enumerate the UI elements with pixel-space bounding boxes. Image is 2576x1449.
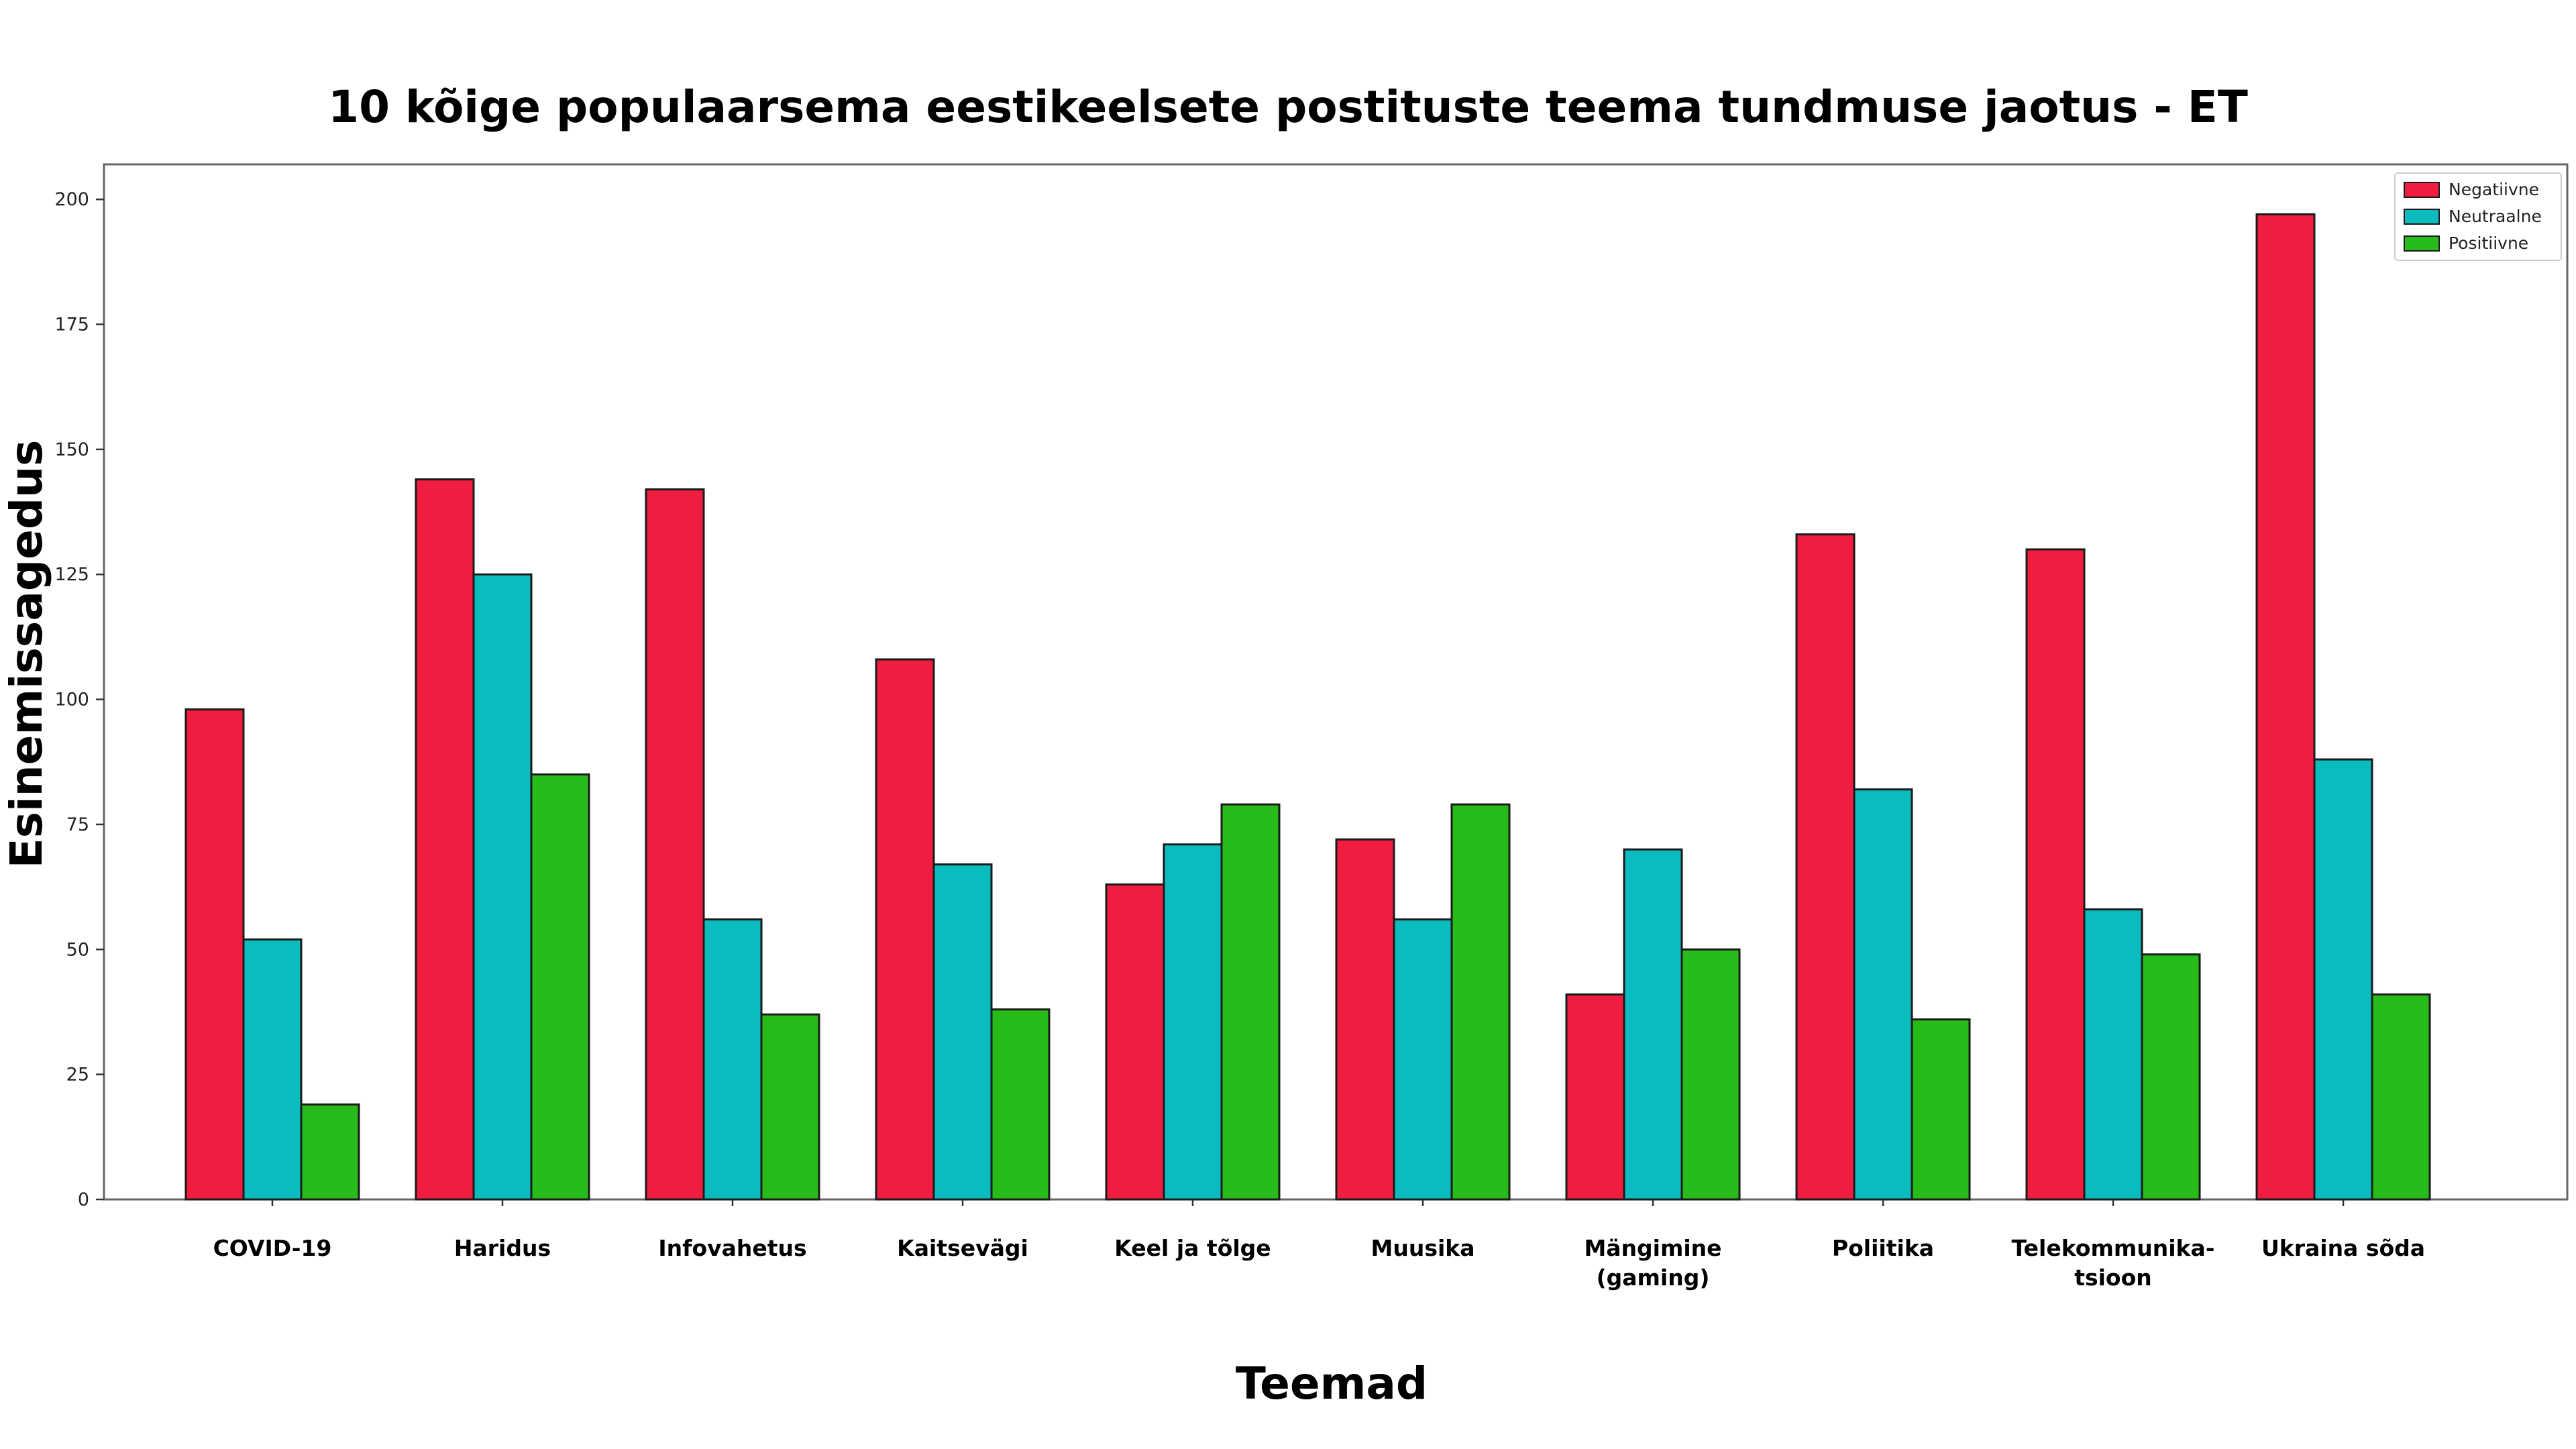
x-tick-label: Mängimine (1584, 1235, 1721, 1261)
x-axis-label: Teemad (1236, 1358, 1428, 1409)
bar-neutraalne-9 (2313, 758, 2373, 1201)
bar-negatiivne-2 (645, 488, 705, 1201)
y-axis-label: Esinemissagedus (1, 440, 52, 869)
bar-negatiivne-3 (875, 658, 935, 1201)
x-tick-label: Haridus (454, 1235, 551, 1261)
bar-positiivne-8 (2141, 953, 2201, 1201)
x-tick-label: (gaming) (1597, 1265, 1710, 1291)
bar-negatiivne-8 (2025, 548, 2086, 1201)
bar-neutraalne-4 (1163, 843, 1223, 1201)
bar-neutraalne-3 (932, 863, 993, 1201)
y-tick-label: 0 (78, 1189, 89, 1210)
bar-positiivne-9 (2371, 993, 2431, 1201)
bar-neutraalne-6 (1623, 848, 1683, 1201)
bar-negatiivne-7 (1795, 533, 1856, 1201)
bar-neutraalne-8 (2083, 908, 2143, 1201)
bar-positiivne-5 (1450, 803, 1511, 1201)
plot-area: 0 25 50 75 100 125 150 175 200 COVID-19 Haridus Inf… (54, 163, 2569, 1291)
bar-neutraalne-1 (472, 573, 533, 1201)
bar-negatiivne-5 (1335, 838, 1395, 1201)
y-tick-label: 200 (54, 189, 89, 210)
bar-neutraalne-2 (702, 918, 763, 1201)
y-tick-label: 50 (66, 939, 89, 960)
legend-swatch-neutraalne (2404, 209, 2440, 225)
bar-positiivne-3 (990, 1008, 1051, 1201)
y-tick-label: 100 (54, 690, 89, 710)
x-tick-label: Muusika (1371, 1235, 1475, 1261)
bar-positiivne-4 (1220, 803, 1281, 1201)
bar-neutraalne-7 (1853, 788, 1913, 1201)
bar-negatiivne-4 (1105, 883, 1165, 1201)
x-tick-label: Kaitsevägi (897, 1235, 1028, 1261)
legend-swatch-positiivne (2404, 235, 2440, 252)
bar-negatiivne-1 (415, 478, 475, 1201)
bar-negatiivne-9 (2255, 213, 2316, 1201)
legend-swatch-negatiivne (2404, 182, 2440, 198)
bar-positiivne-6 (1680, 948, 1741, 1201)
x-tick-label: Keel ja tõlge (1114, 1235, 1271, 1261)
x-tick-label: Ukraina sõda (2261, 1235, 2425, 1261)
bar-positiivne-2 (760, 1013, 820, 1201)
x-tick-label: Poliitika (1832, 1235, 1934, 1261)
y-tick-label: 75 (66, 814, 89, 835)
bar-positiivne-0 (300, 1103, 360, 1201)
x-tick-label: Infovahetus (658, 1235, 806, 1261)
bar-neutraalne-5 (1393, 918, 1453, 1201)
bar-negatiivne-0 (184, 708, 245, 1201)
legend-label-neutraalne: Neutraalne (2449, 207, 2542, 226)
legend-label-positiivne: Positiivne (2449, 233, 2528, 253)
bar-positiivne-1 (530, 773, 590, 1201)
x-tick-label: tsioon (2074, 1265, 2152, 1291)
y-tick-label: 175 (54, 315, 89, 335)
y-tick-label: 25 (66, 1065, 89, 1085)
legend-label-negatiivne: Negatiivne (2449, 180, 2539, 199)
bar-negatiivne-6 (1565, 993, 1625, 1201)
legend: Negatiivne Neutraalne Positiivne (2394, 172, 2562, 261)
chart-title: 10 kõige populaarsema eestikeelsete post… (328, 81, 2248, 133)
x-tick-label: COVID-19 (213, 1235, 332, 1261)
y-tick-label: 125 (54, 564, 89, 585)
x-tick-label: Telekommunika- (2012, 1235, 2215, 1261)
bar-neutraalne-0 (242, 938, 303, 1201)
y-tick-label: 150 (54, 439, 89, 460)
bar-positiivne-7 (1911, 1018, 1971, 1201)
